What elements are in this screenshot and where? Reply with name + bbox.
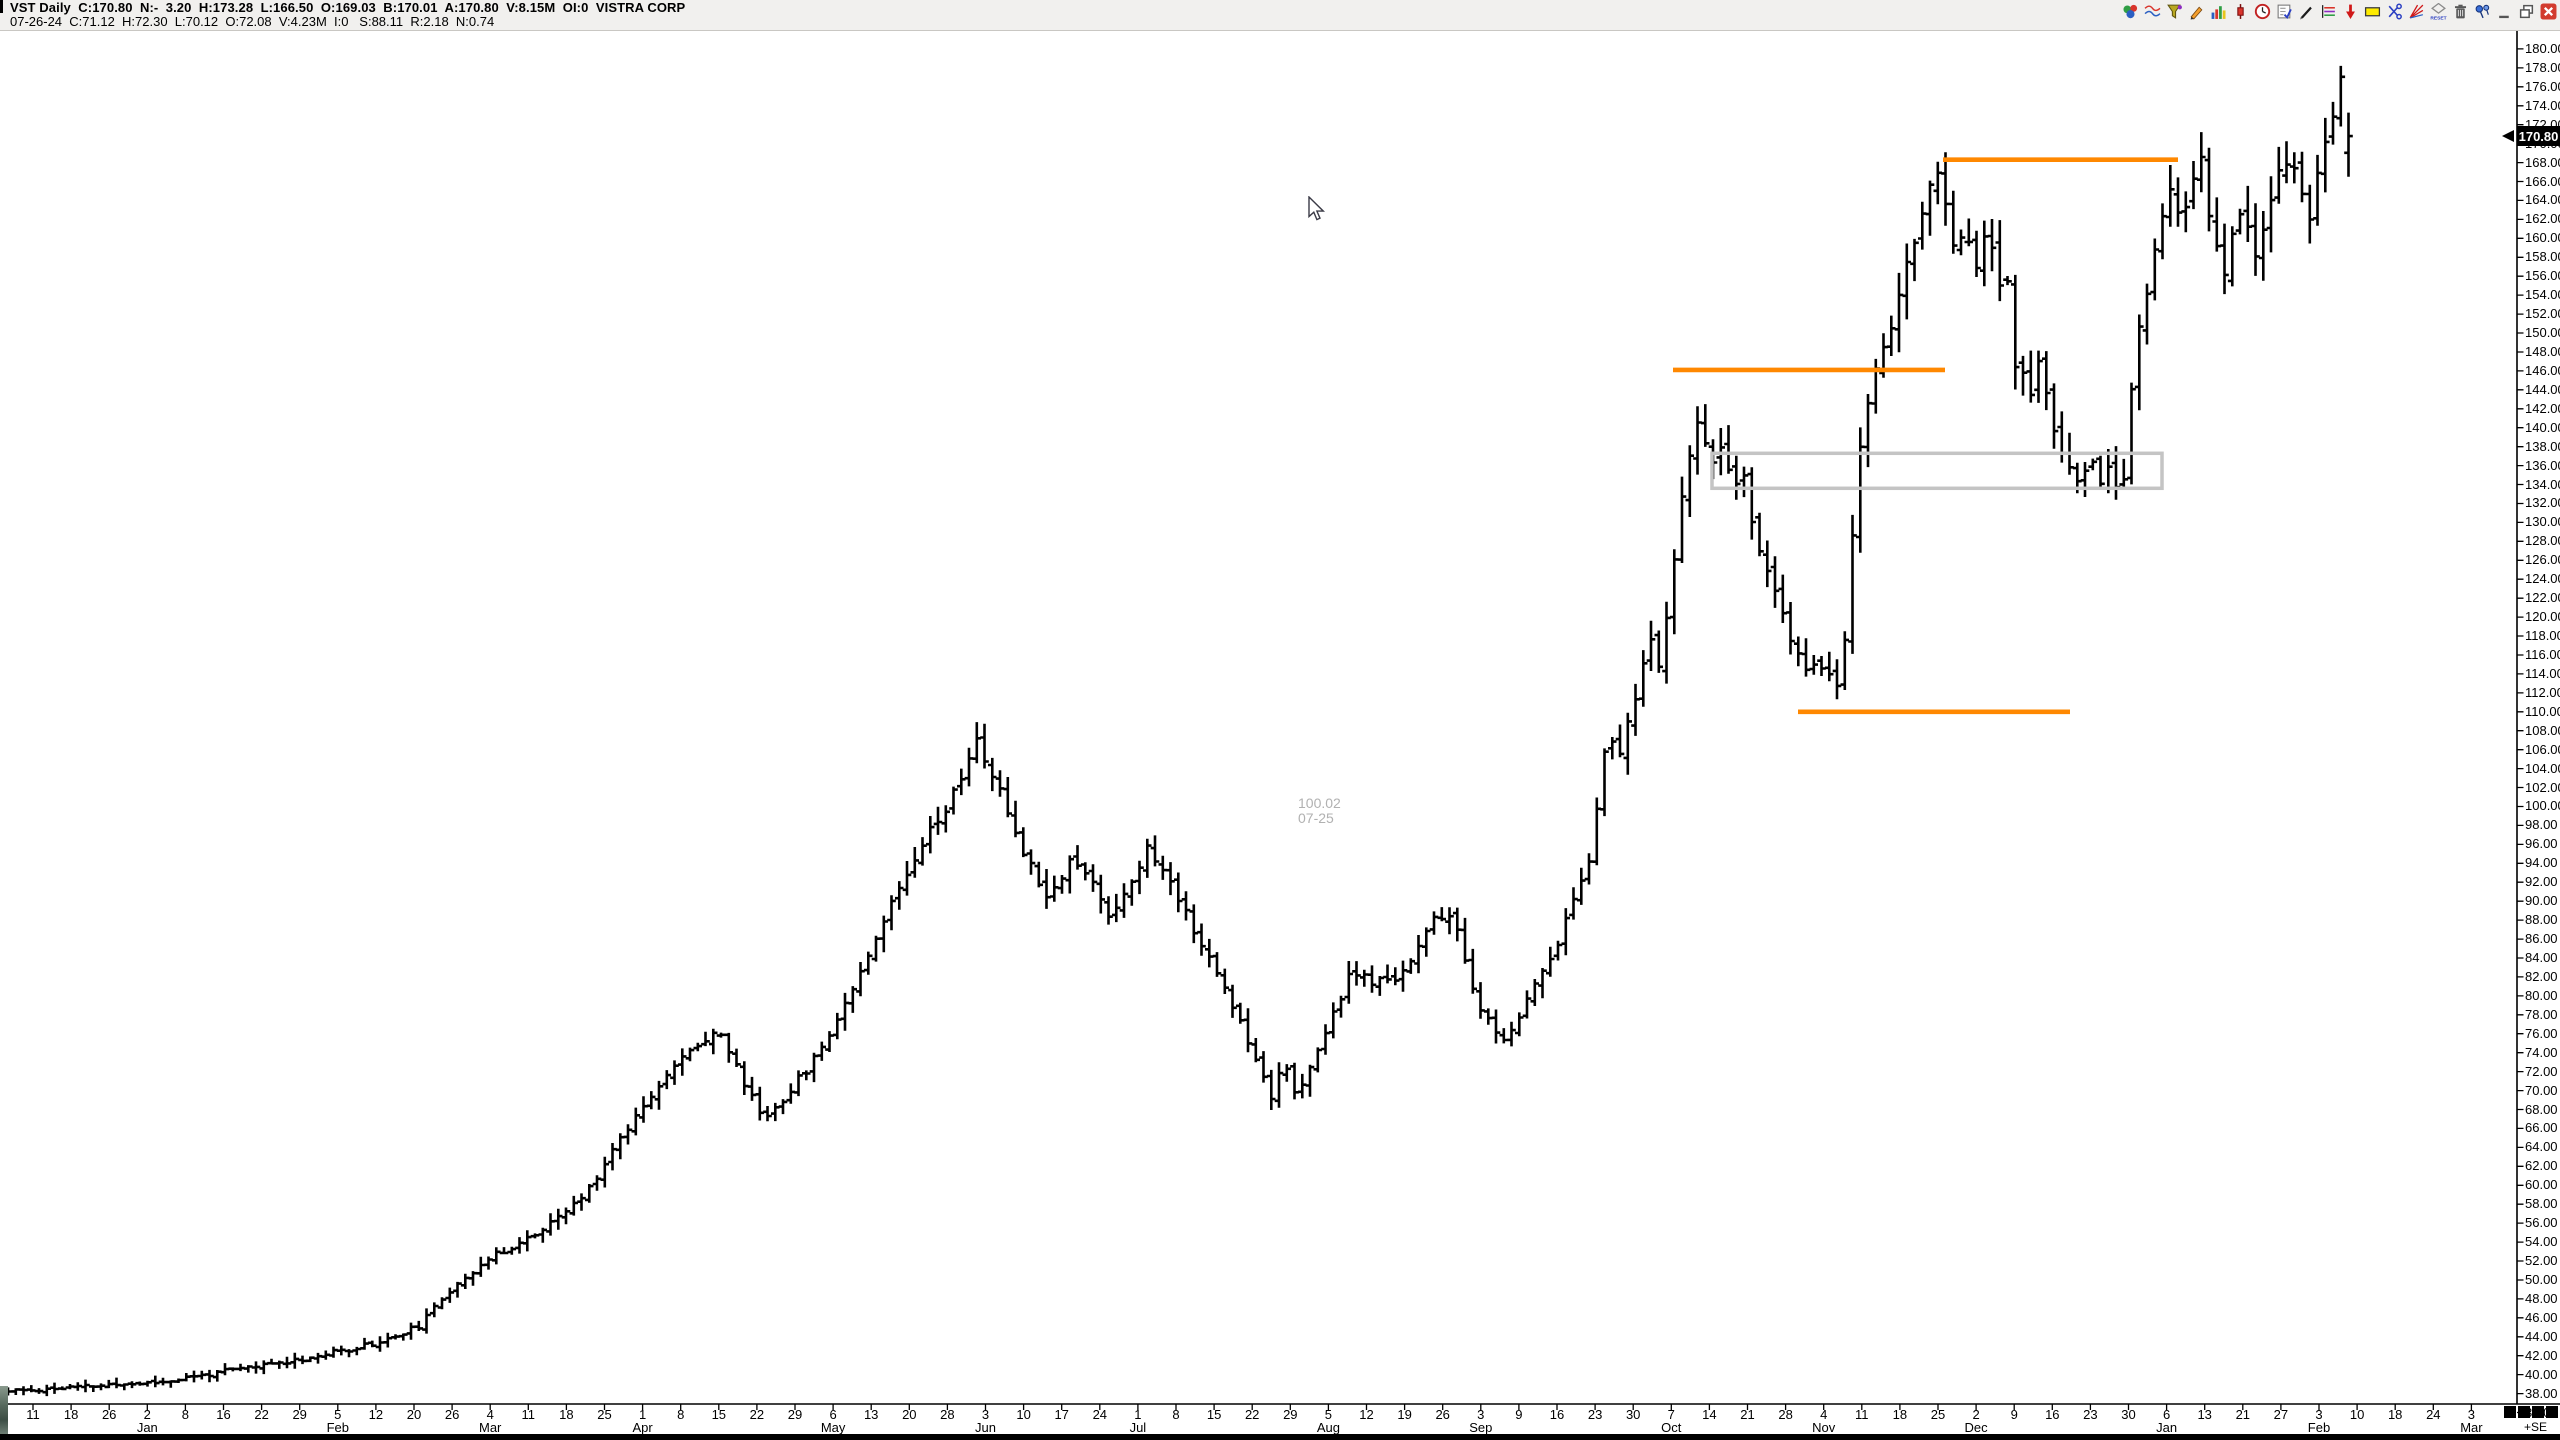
page-block-square[interactable] (2546, 1406, 2558, 1418)
page-block-square[interactable] (2518, 1406, 2530, 1418)
ghost-price: 100.02 (1298, 795, 1341, 811)
se-button[interactable]: +SE (2524, 1420, 2548, 1434)
price-axis-ticks (2517, 48, 2524, 1414)
page-block-square[interactable] (2532, 1406, 2544, 1418)
scissors-icon[interactable] (2386, 3, 2403, 20)
minimize-icon[interactable] (2496, 3, 2513, 20)
fan-lines-icon[interactable] (2408, 3, 2425, 20)
ohlc-bars (3, 65, 2353, 1397)
bar-chart-icon[interactable] (2210, 3, 2227, 20)
axis-corner: +SE (2504, 1406, 2560, 1436)
price-marker-arrow-icon (2502, 130, 2514, 142)
desktop-sliver (0, 1386, 8, 1434)
pen-icon[interactable] (2298, 3, 2315, 20)
crosshair-ghost-label: 100.02 07-25 (1298, 796, 1341, 826)
title-bar: VST Daily C:170.80 N:- 3.20 H:173.28 L:1… (0, 0, 2560, 31)
last-price-tag: 170.80 (2517, 126, 2560, 146)
pushpin-icon[interactable] (2474, 3, 2491, 20)
checklist-icon[interactable] (2276, 3, 2293, 20)
page-block-square[interactable] (2504, 1406, 2516, 1418)
bottom-strip (0, 1434, 2560, 1440)
ghost-date: 07-25 (1298, 810, 1334, 826)
clock-icon[interactable] (2254, 3, 2271, 20)
close-icon[interactable] (2540, 3, 2557, 20)
reset-icon[interactable]: RESET (2430, 2, 2447, 21)
funnel-icon[interactable] (2166, 3, 2183, 20)
status-line: 07-26-24 C:71.12 H:72.30 L:70.12 O:72.08… (10, 14, 495, 29)
mouse-cursor (1308, 196, 1326, 221)
rectangle-icon[interactable] (2364, 3, 2381, 20)
time-axis-ticks (32, 1404, 2473, 1410)
toolbar: RESET (2122, 1, 2557, 21)
candlestick-icon[interactable] (2232, 3, 2249, 20)
page-blocks[interactable] (2504, 1406, 2560, 1418)
last-price-value: 170.80 (2518, 128, 2559, 144)
trash-icon[interactable] (2452, 3, 2469, 20)
quote-line: VST Daily C:170.80 N:- 3.20 H:173.28 L:1… (10, 0, 686, 15)
waves-icon[interactable] (2144, 3, 2161, 20)
shapes-3d-icon[interactable] (2122, 3, 2139, 20)
arrow-down-icon[interactable] (2342, 3, 2359, 20)
svg-text:RESET: RESET (2430, 15, 2446, 20)
trendlines-icon[interactable] (2320, 3, 2337, 20)
pencil-icon[interactable] (2188, 3, 2205, 20)
restore-icon[interactable] (2518, 3, 2535, 20)
consolidation-box[interactable] (1710, 451, 2164, 491)
axis-spines (0, 30, 2560, 1405)
window-edge (0, 0, 3, 13)
